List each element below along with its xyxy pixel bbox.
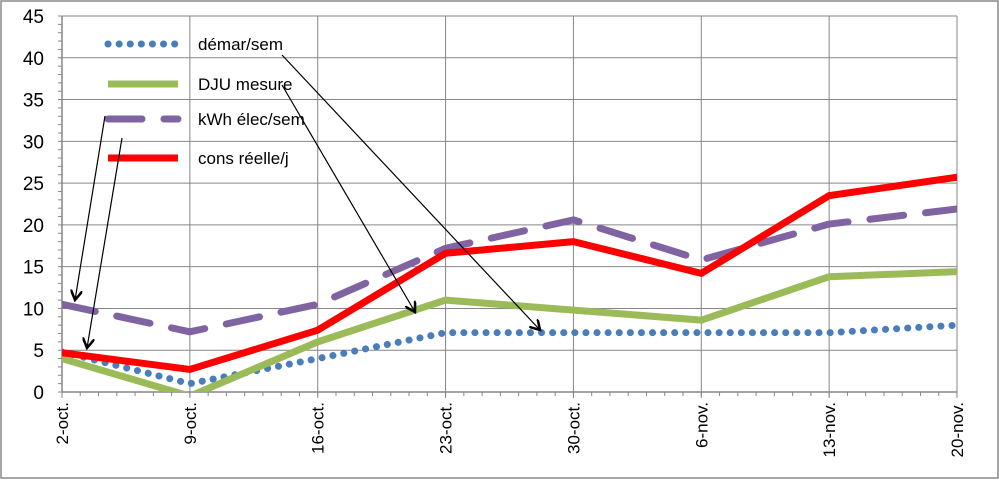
annotation-arrow (87, 137, 123, 348)
annotation-arrow (75, 115, 106, 300)
x-tick-label: 9-oct. (181, 402, 200, 445)
y-tick-label: 20 (23, 216, 44, 237)
legend-label-3: cons réelle/j (198, 149, 289, 168)
y-tick-label: 10 (23, 299, 44, 320)
annotation-arrow (281, 54, 540, 330)
x-tick-label: 30-oct. (564, 402, 583, 454)
x-tick-label: 6-nov. (692, 402, 711, 448)
legend-label-0: démar/sem (198, 35, 283, 54)
x-tick-label: 2-oct. (53, 402, 72, 445)
series-line-2 (62, 205, 957, 336)
y-tick-label: 5 (33, 341, 44, 362)
series-line-3 (62, 173, 957, 373)
x-tick-label: 13-nov. (820, 402, 839, 457)
y-tick-label: 15 (23, 258, 44, 279)
x-tick-label: 20-nov. (948, 402, 967, 457)
y-tick-label: 25 (23, 174, 44, 195)
series-line-1 (62, 268, 957, 392)
y-tick-label: 35 (23, 91, 44, 112)
y-tick-label: 40 (23, 49, 44, 70)
series-line-0 (62, 321, 957, 388)
legend-label-2: kWh élec/sem (198, 110, 305, 129)
legend-label-1: DJU mesure (198, 75, 292, 94)
y-tick-label: 0 (33, 383, 44, 404)
x-tick-label: 23-oct. (437, 402, 456, 454)
annotation-arrow (281, 84, 415, 312)
y-tick-label: 45 (23, 7, 44, 28)
y-tick-label: 30 (23, 132, 44, 153)
x-tick-label: 16-oct. (309, 402, 328, 454)
